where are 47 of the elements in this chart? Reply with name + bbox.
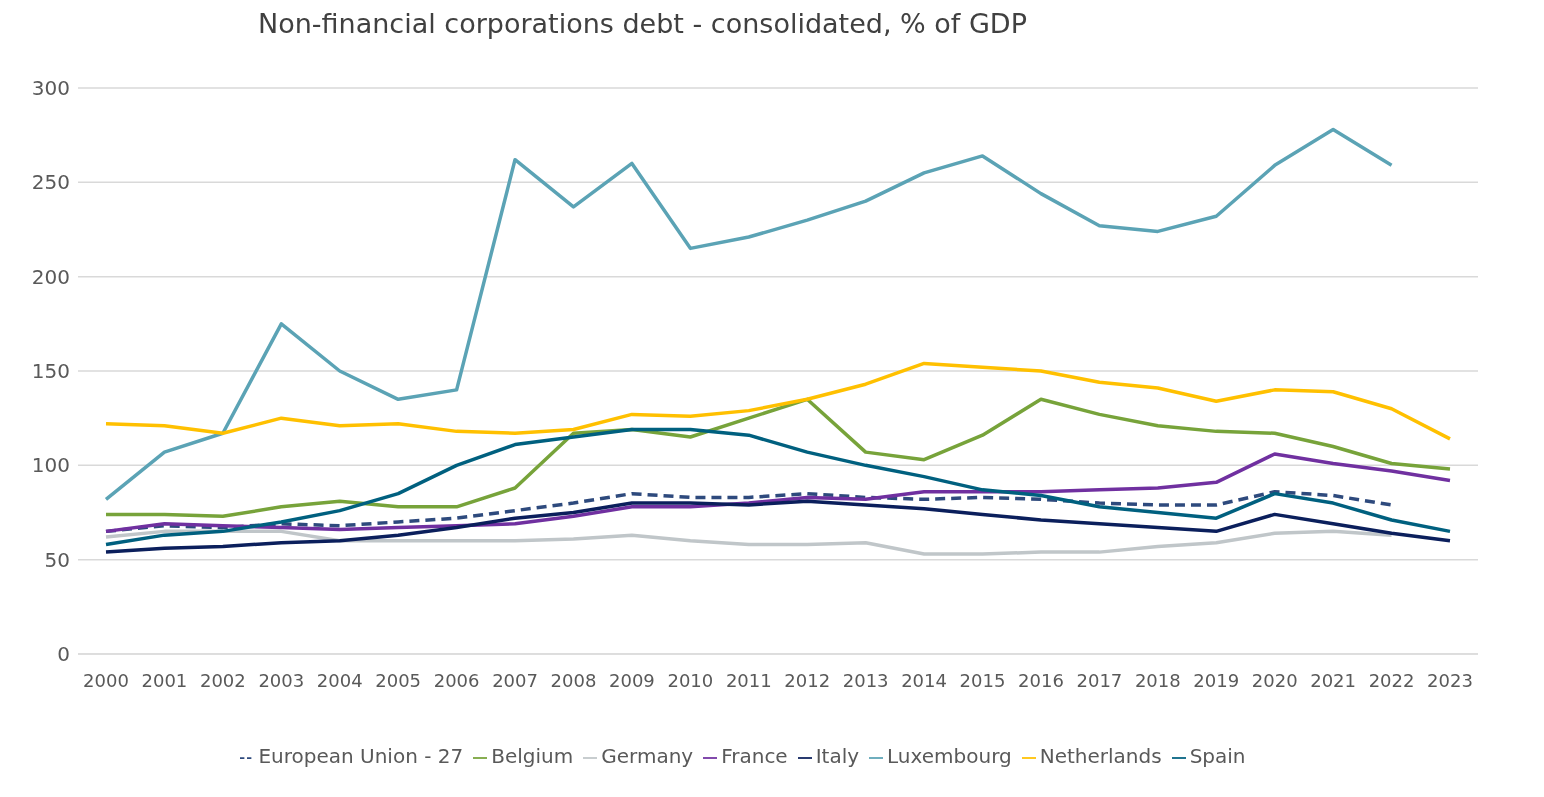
x-tick-label: 2000 — [83, 669, 129, 691]
x-tick-label: 2021 — [1310, 669, 1357, 691]
x-tick-label: 2023 — [1427, 669, 1473, 691]
x-tick-label: 2018 — [1134, 669, 1181, 691]
legend-label: Netherlands — [1039, 744, 1162, 768]
y-tick-label: 0 — [57, 642, 70, 667]
line-series — [104, 529, 1394, 556]
x-tick-label: 2009 — [609, 669, 655, 691]
line-series — [104, 397, 1452, 519]
x-tick-label: 2013 — [842, 669, 889, 691]
legend-label: European Union - 27 — [258, 744, 464, 768]
x-tick-label: 2005 — [375, 669, 422, 691]
x-tick-label: 2014 — [901, 669, 947, 691]
x-tick-label: 2022 — [1368, 669, 1415, 691]
x-tick-label: 2001 — [141, 669, 188, 691]
x-tick-label: 2015 — [959, 669, 1006, 691]
y-tick-label: 100 — [31, 453, 70, 478]
y-tick-label: 150 — [31, 359, 70, 384]
x-tick-label: 2008 — [550, 669, 597, 691]
x-tick-label: 2017 — [1076, 669, 1123, 691]
x-tick-label: 2020 — [1251, 669, 1298, 691]
legend-label: France — [721, 744, 788, 768]
x-tick-label: 2002 — [199, 669, 246, 691]
chart-title: Non-financial corporations debt - consolidated, % of GDP — [257, 8, 1028, 41]
x-tick-label: 2016 — [1018, 669, 1064, 691]
line-series — [104, 499, 1452, 554]
line-series — [104, 452, 1452, 534]
y-tick-label: 300 — [31, 76, 70, 101]
line-series — [104, 127, 1394, 502]
legend-label: Italy — [815, 744, 860, 768]
x-tick-label: 2003 — [258, 669, 305, 691]
y-tick-label: 50 — [44, 547, 70, 572]
line-series — [104, 427, 1452, 547]
y-tick-label: 200 — [31, 264, 70, 289]
x-tick-label: 2004 — [316, 669, 363, 691]
legend-label: Spain — [1189, 744, 1246, 768]
x-tick-label: 2011 — [725, 669, 772, 691]
x-tick-label: 2019 — [1193, 669, 1240, 691]
legend-label: Germany — [601, 744, 694, 768]
x-tick-label: 2010 — [667, 669, 714, 691]
y-tick-label: 250 — [31, 170, 70, 195]
x-tick-label: 2007 — [492, 669, 538, 691]
legend-label: Luxembourg — [887, 744, 1012, 768]
x-tick-label: 2006 — [433, 669, 480, 691]
x-tick-label: 2012 — [784, 669, 831, 691]
line-series — [104, 361, 1452, 441]
legend-label: Belgium — [491, 744, 574, 768]
